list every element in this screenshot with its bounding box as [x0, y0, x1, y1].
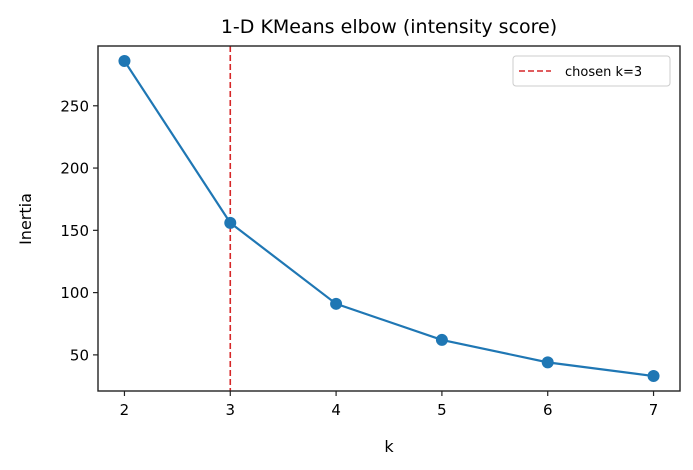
axes-frame [97, 45, 681, 392]
legend-label: chosen k=3 [565, 65, 642, 80]
legend: chosen k=3 [512, 55, 671, 87]
x-tick-label: 2 [120, 401, 130, 419]
plot-area: 2 3 4 5 6 7 50 100 150 200 250 [60, 45, 681, 419]
data-point [541, 356, 554, 369]
y-tick-label: 150 [60, 222, 89, 240]
x-tick-label: 4 [331, 401, 341, 419]
data-point [330, 297, 343, 310]
x-tick-label: 6 [543, 401, 553, 419]
data-point [647, 370, 660, 383]
x-axis-label: k [384, 437, 394, 456]
x-tick-label: 5 [437, 401, 447, 419]
data-point [118, 54, 131, 67]
y-tick-label: 100 [60, 284, 89, 302]
y-tick-label: 250 [60, 97, 89, 115]
y-tick-label: 200 [60, 160, 89, 178]
x-tick-label: 7 [649, 401, 659, 419]
data-point [435, 333, 448, 346]
y-axis-label: Inertia [16, 193, 35, 245]
data-point [224, 216, 237, 229]
chart-title: 1-D KMeans elbow (intensity score) [221, 16, 557, 38]
x-tick-label: 3 [225, 401, 235, 419]
y-tick-label: 50 [70, 346, 89, 364]
series-line [123, 60, 654, 378]
